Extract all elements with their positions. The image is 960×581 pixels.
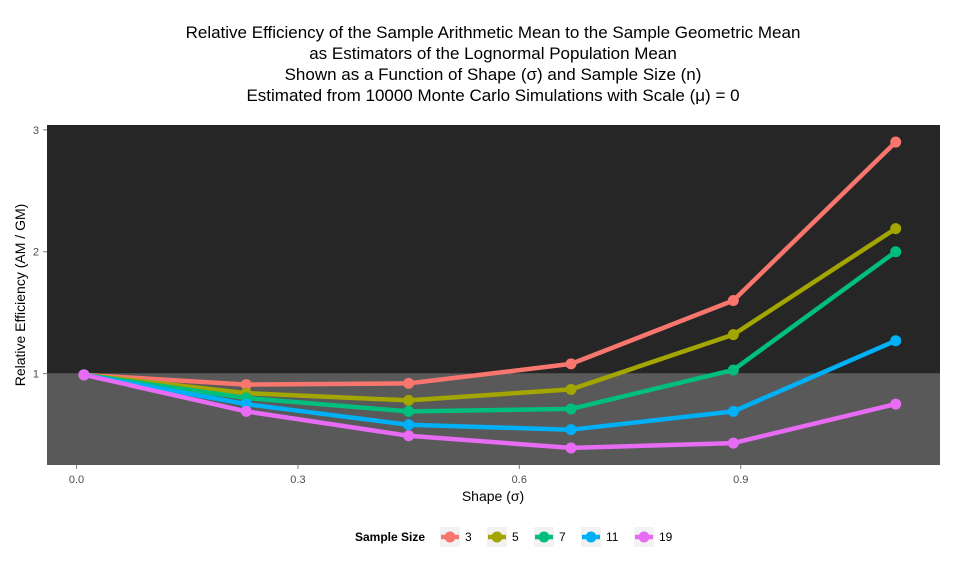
data-point-3 [403, 377, 415, 389]
title-line-3: Shown as a Function of Shape (σ) and Sam… [285, 65, 702, 84]
data-point-5 [890, 223, 902, 235]
legend-title: Sample Size [355, 530, 425, 544]
series-line-3 [81, 139, 898, 387]
data-point-7 [403, 405, 415, 417]
data-point-5 [565, 383, 577, 395]
panel-upper-region [47, 125, 940, 374]
y-tick-label: 2 [33, 247, 39, 259]
data-point-5 [727, 329, 739, 341]
x-axis-title: Shape (σ) [462, 488, 524, 504]
data-point-3 [727, 294, 739, 306]
y-tick-label: 3 [33, 125, 39, 137]
x-tick-label: 0.6 [512, 474, 527, 486]
data-point-19 [565, 442, 577, 454]
legend-label-3: 3 [465, 530, 472, 544]
data-point-11 [565, 424, 577, 436]
series-line-5 [81, 226, 898, 403]
title-line-4: Estimated from 10000 Monte Carlo Simulat… [246, 86, 739, 105]
title-line-2: as Estimators of the Lognormal Populatio… [309, 44, 677, 63]
data-point-19 [727, 437, 739, 449]
data-point-19 [78, 369, 90, 381]
data-point-5 [403, 394, 415, 406]
y-tick-label: 1 [33, 369, 39, 381]
legend-key-point [444, 531, 456, 543]
legend-label-19: 19 [659, 530, 673, 544]
data-point-3 [565, 358, 577, 370]
data-point-7 [565, 403, 577, 415]
axes: 0.0 0.3 0.6 0.9 1 2 3 [33, 125, 749, 486]
legend: Sample Size 3 5 7 11 19 [355, 527, 673, 547]
data-point-19 [890, 398, 902, 410]
data-point-3 [890, 136, 902, 148]
data-point-3 [240, 379, 252, 391]
data-point-11 [890, 335, 902, 347]
y-axis-title: Relative Efficiency (AM / GM) [12, 204, 28, 387]
x-tick-label: 0.0 [69, 474, 84, 486]
data-point-7 [890, 246, 902, 258]
series-line-19 [81, 372, 898, 451]
data-point-7 [727, 364, 739, 376]
data-point-19 [403, 430, 415, 442]
data-point-19 [240, 405, 252, 417]
series-line-11 [81, 338, 898, 432]
legend-label-11: 11 [606, 530, 619, 544]
plot-panel [47, 125, 940, 465]
legend-key-point [585, 531, 597, 543]
title-line-1: Relative Efficiency of the Sample Arithm… [186, 23, 801, 42]
legend-label-5: 5 [512, 530, 519, 544]
chart-title: Relative Efficiency of the Sample Arithm… [186, 23, 801, 105]
series-line-7 [81, 249, 898, 414]
series-group [78, 136, 902, 454]
x-tick-label: 0.9 [733, 474, 748, 486]
x-tick-label: 0.3 [290, 474, 305, 486]
legend-key-point [491, 531, 503, 543]
legend-label-7: 7 [559, 530, 566, 544]
data-point-11 [403, 419, 415, 431]
data-point-11 [727, 405, 739, 417]
legend-key-point [538, 531, 550, 543]
legend-key-point [638, 531, 650, 543]
